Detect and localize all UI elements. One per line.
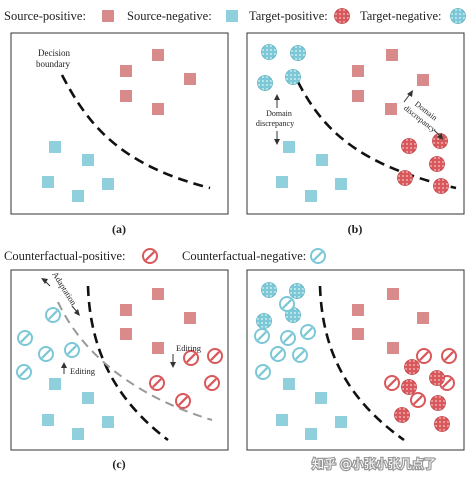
watermark: 知乎 @小张小张几点了 xyxy=(312,457,436,471)
domain-discrepancy-right: Domain discrepancy xyxy=(402,90,443,140)
panel-d: 知乎 @小张小张几点了 xyxy=(246,269,465,472)
decision-boundary-label-line1: Decision xyxy=(38,48,70,58)
discrepancy-left-line2: discrepancy xyxy=(256,119,294,128)
source-positive-points-d xyxy=(352,288,429,354)
editing-right-label: Editing xyxy=(176,343,202,353)
legend-source-negative-label: Source-negative: xyxy=(127,9,212,23)
target-negative-marker xyxy=(450,8,466,24)
counterfactual-positive-marker xyxy=(141,247,159,265)
legend-target-negative-label: Target-negative: xyxy=(360,9,442,23)
decision-boundary-b xyxy=(296,81,457,190)
panel-b-frame xyxy=(246,32,465,215)
source-positive-points-a xyxy=(120,49,196,115)
panel-a: Decision boundary (a) xyxy=(10,32,229,236)
editing-left-label: Editing xyxy=(70,366,96,376)
editing-left-annotation: Editing xyxy=(61,362,96,376)
source-negative-points-b xyxy=(276,141,347,202)
panel-a-caption: (a) xyxy=(112,222,126,236)
decision-boundary-d xyxy=(318,285,405,442)
source-negative-points-c xyxy=(42,378,114,440)
legend-counterfactual-negative-label: Counterfactual-negative: xyxy=(182,249,306,263)
counterfactual-positive-points-d xyxy=(383,347,458,409)
source-negative-points-a xyxy=(42,141,114,202)
panel-b-caption: (b) xyxy=(348,222,363,236)
source-positive-marker xyxy=(102,10,114,22)
editing-right-annotation: Editing xyxy=(170,343,202,368)
counterfactual-positive-points-c xyxy=(148,347,224,410)
legend-top: Source-positive: Source-negative: Target… xyxy=(4,8,466,24)
legend-source-positive-label: Source-positive: xyxy=(4,9,86,23)
discrepancy-left-line1: Domain xyxy=(266,109,292,118)
decision-boundary-c xyxy=(86,285,169,442)
counterfactual-negative-marker xyxy=(309,247,327,265)
legend-target-positive-label: Target-positive: xyxy=(249,9,328,23)
source-negative-marker xyxy=(226,10,238,22)
counterfactual-negative-points-d xyxy=(253,295,317,381)
panel-c-caption: (c) xyxy=(112,457,125,471)
panel-a-frame xyxy=(10,32,229,215)
legend-mid: Counterfactual-positive: Counterfactual-… xyxy=(4,247,327,265)
target-positive-points-b xyxy=(397,133,449,194)
domain-discrepancy-left: Domain discrepancy xyxy=(256,94,294,145)
adaptation-label: Adaptation xyxy=(50,270,79,308)
target-positive-marker xyxy=(334,8,350,24)
panel-b: Domain discrepancy Domain discrepancy (b… xyxy=(246,32,465,236)
decision-boundary-label-line2: boundary xyxy=(36,59,70,69)
decision-boundary-a xyxy=(60,74,211,190)
panel-d-frame xyxy=(246,269,465,451)
legend-counterfactual-positive-label: Counterfactual-positive: xyxy=(4,249,126,263)
adapted-boundary-c xyxy=(57,301,213,421)
panel-c: Adaptation Editing xyxy=(10,269,229,471)
source-negative-points-d xyxy=(276,378,347,440)
panel-c-frame xyxy=(10,269,229,451)
